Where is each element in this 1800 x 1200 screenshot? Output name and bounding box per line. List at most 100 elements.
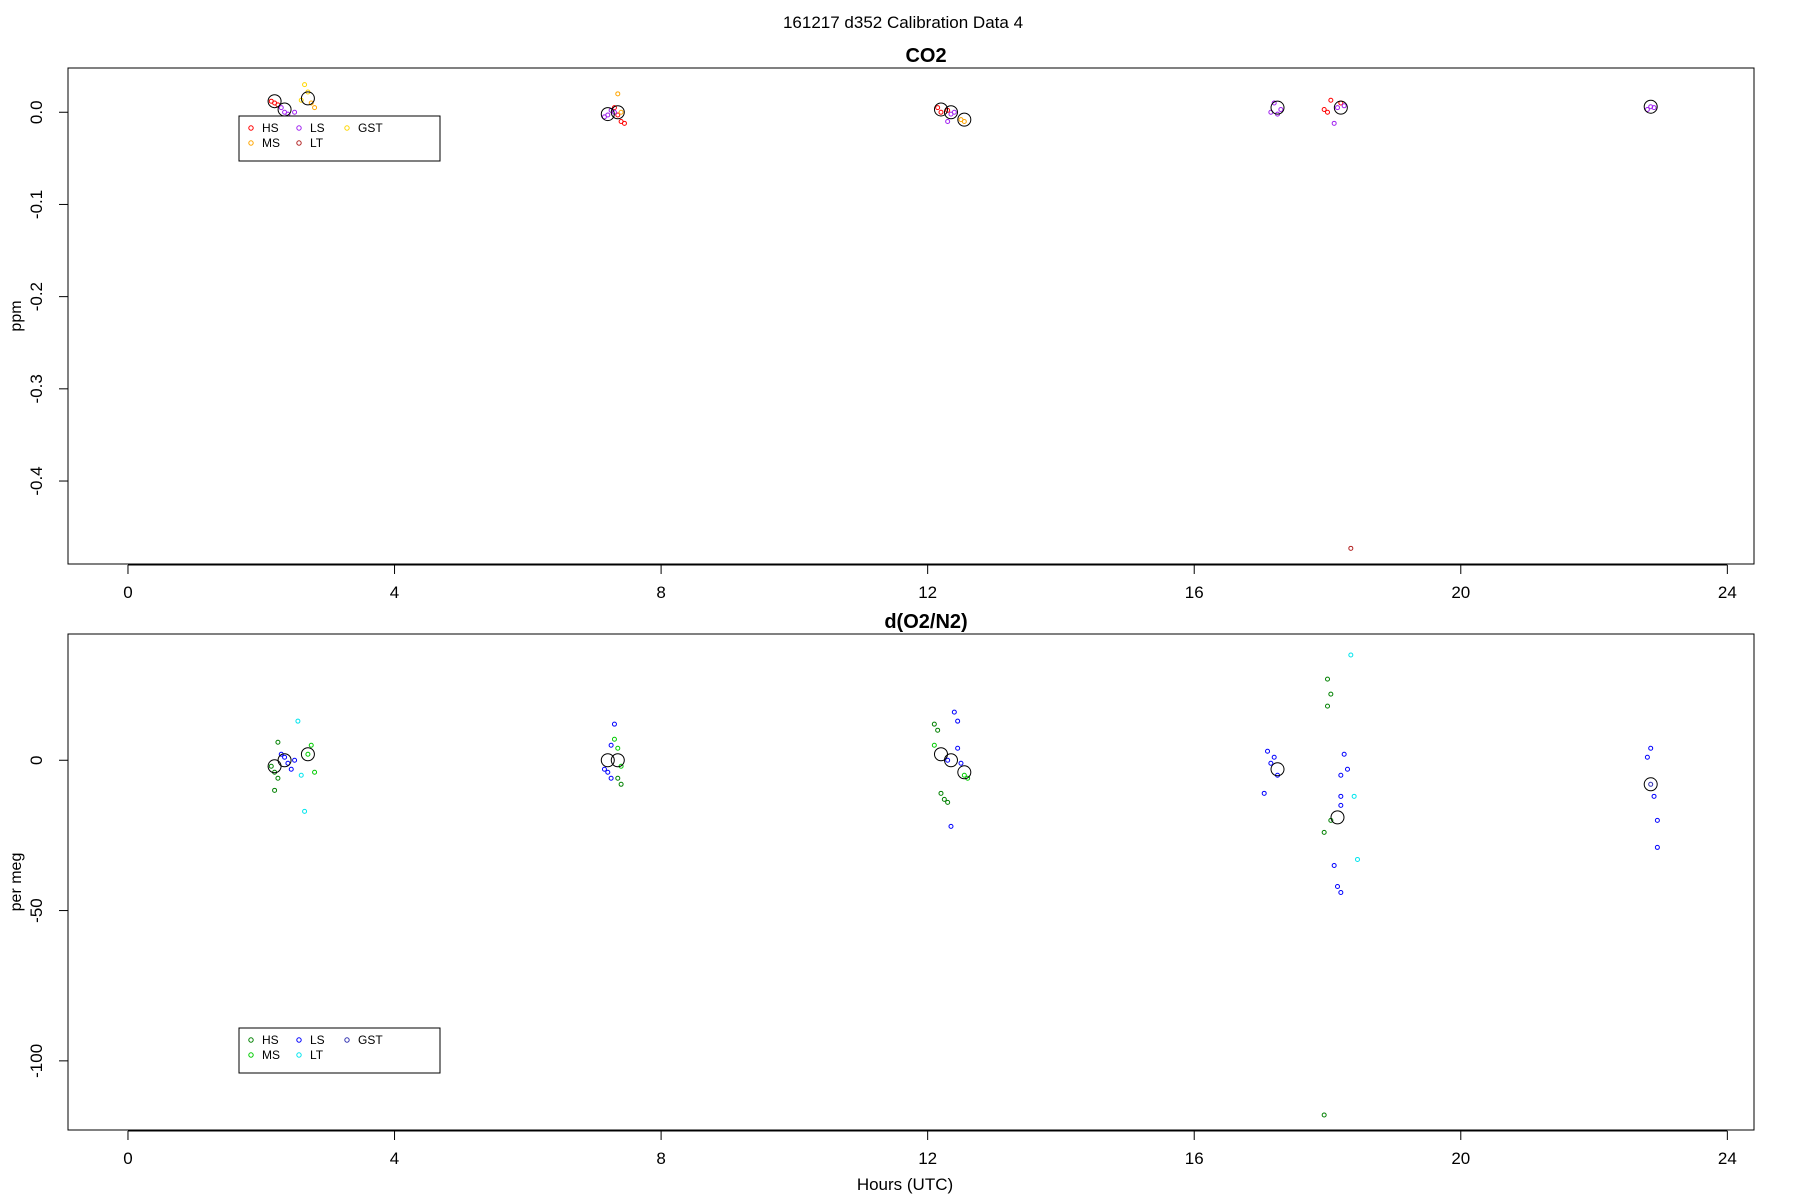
o2n2-x-tick-label: 4 [390,1149,399,1168]
co2-legend-label-ms: MS [262,136,280,150]
o2n2-point-ls [945,757,951,763]
o2n2-point-ls [1331,862,1337,868]
o2n2-point-ls [608,775,614,781]
o2n2-point-hs [1328,691,1334,697]
o2n2-legend-label-ms: MS [262,1048,280,1062]
o2n2-point-ls [955,718,961,724]
o2n2-point-ls [948,823,954,829]
o2n2-point-ls [955,745,961,751]
co2-x-tick-label: 20 [1451,583,1470,602]
o2n2-point-ms [312,769,318,775]
o2n2-legend-label-gst: GST [358,1033,383,1047]
o2n2-mean-point [943,753,958,768]
co2-point-ms [961,118,967,124]
o2n2-mean-point [610,753,625,768]
o2n2-point-ls [1261,790,1267,796]
co2-point-hs [1325,109,1331,115]
o2n2-point-hs [931,721,937,727]
o2n2-point-ls [1271,754,1277,760]
o2n2-point-ls [1268,760,1274,766]
co2-legend-marker-hs [248,125,254,131]
o2n2-point-hs [1325,676,1331,682]
o2n2-point-ls [605,769,611,775]
o2n2-point-ms [931,742,937,748]
co2-legend-marker-gst [344,125,350,131]
o2n2-x-axis: 0 4 8 12 16 20 24 [123,1130,1737,1168]
o2n2-point-hs [275,739,281,745]
co2-legend-label-lt: LT [310,136,324,150]
co2-point-ls [1644,106,1650,112]
o2n2-point-hs [1321,1112,1327,1118]
co2-mean-point [600,107,615,122]
o2n2-mean-point [277,753,292,768]
co2-legend-label-gst: GST [358,121,383,135]
o2n2-x-tick-label: 24 [1718,1149,1737,1168]
o2n2-panel: d(O2/N2) per meg 0 4 8 12 16 20 24 0 -50 -100 HS… [8,611,1755,1168]
o2n2-legend-marker-lt [296,1052,302,1058]
co2-point-ms [615,91,621,97]
o2n2-legend-marker-hs [248,1037,254,1043]
o2n2-point-ms [961,772,967,778]
co2-point-ls [1278,106,1284,112]
o2n2-x-tick-label: 0 [123,1149,132,1168]
o2n2-mean-point [957,765,972,780]
o2n2-point-ls [958,760,964,766]
o2n2-point-lt [302,808,308,814]
o2n2-point-ls [1338,802,1344,808]
co2-legend-box [238,115,441,162]
o2n2-point-ls [1651,793,1657,799]
o2n2-legend-marker-gst [344,1037,350,1043]
o2n2-point-hs [618,781,624,787]
o2n2-legend-label-lt: LT [310,1048,324,1062]
o2n2-point-hs [272,787,278,793]
o2n2-point-ms [308,742,314,748]
co2-points [267,82,1658,551]
o2n2-point-hs [935,727,941,733]
co2-mean-point [1333,100,1348,115]
o2n2-point-ms [615,745,621,751]
co2-mean-point [957,112,972,127]
co2-point-hs [935,105,941,111]
co2-y-tick-label: -0.3 [27,374,46,403]
o2n2-point-ls [282,754,288,760]
o2n2-point-ls [1265,748,1271,754]
co2-point-hs [615,112,621,118]
o2n2-point-ls [292,757,298,763]
o2n2-legend-marker-ms [248,1052,254,1058]
co2-x-tick-label: 8 [656,583,665,602]
co2-point-hs [938,109,944,115]
o2n2-point-ls [1338,890,1344,896]
o2n2-x-tick-label: 8 [656,1149,665,1168]
co2-point-hs [1328,97,1334,103]
o2n2-y-tick-label: -50 [27,898,46,923]
co2-y-axis: 0.0 -0.1 -0.2 -0.3 -0.4 [27,100,69,496]
co2-y-tick-label: -0.2 [27,282,46,311]
o2n2-mean-point [267,759,282,774]
o2n2-point-hs [1325,703,1331,709]
co2-panel: CO2 ppm 0 4 8 12 16 20 24 0.0-0.1-0.2-0.3-0.4 … [8,45,1755,602]
o2n2-point-gst [1648,781,1654,787]
o2n2-point-hs [275,775,281,781]
co2-legend-marker-lt [296,140,302,146]
o2n2-title: d(O2/N2) [884,611,967,633]
co2-point-ls [951,109,957,115]
o2n2-point-hs [938,790,944,796]
co2-point-ls [1341,103,1347,109]
o2n2-point-lt [1351,793,1357,799]
o2n2-mean-point [933,747,948,762]
co2-point-hs [621,120,627,126]
co2-mean-point [943,105,958,120]
o2n2-legend-label-hs: HS [262,1033,279,1047]
co2-mean-point [1643,99,1658,114]
o2n2-point-ls [1654,844,1660,850]
o2n2-x-tick-label: 12 [918,1149,937,1168]
o2n2-point-ls [1644,754,1650,760]
o2n2-point-ms [305,751,311,757]
o2n2-point-ls [611,721,617,727]
co2-point-ls [1271,100,1277,106]
main-title: 161217 d352 Calibration Data 4 [783,13,1023,32]
co2-point-gst [302,82,308,88]
